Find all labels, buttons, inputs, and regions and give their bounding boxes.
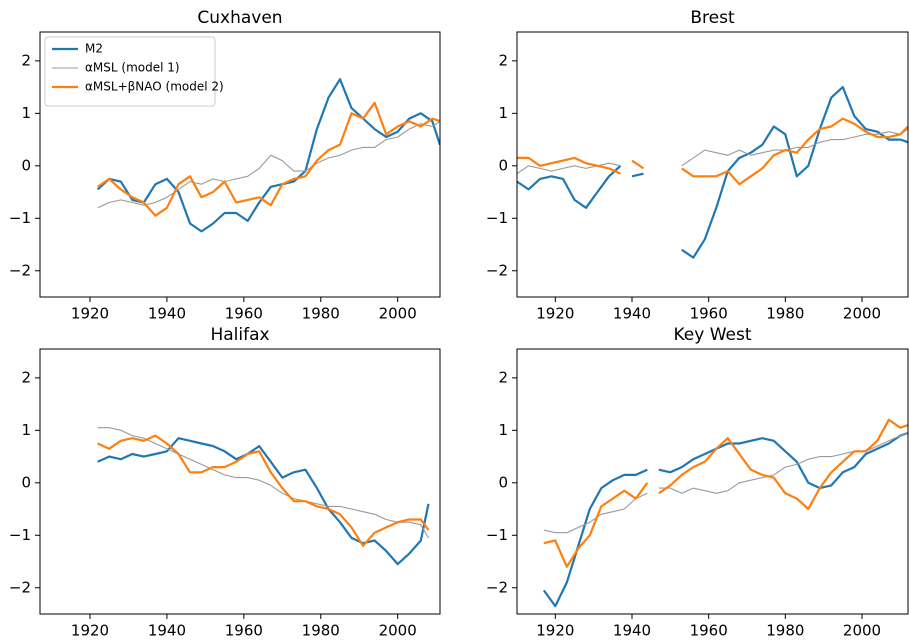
x-tick-label: 2000 [379, 305, 417, 323]
axes-frame [39, 348, 441, 615]
plot-area [97, 427, 430, 566]
panel: Brest 1920 1940 1960 1980 2000 −2 −1 0 1 2 [486, 8, 909, 323]
x-tick-label: 1960 [225, 305, 263, 323]
x-tick-label: 1920 [536, 305, 574, 323]
y-tick-label: 2 [498, 368, 508, 386]
y-tick-label: 0 [21, 156, 31, 174]
plot-area [517, 86, 908, 259]
y-tick-label: 0 [498, 156, 508, 174]
y-tick-label: −2 [9, 578, 31, 596]
series-line [543, 432, 908, 534]
panel-title: Halifax [210, 325, 269, 345]
axes-frame [39, 31, 441, 298]
series-line [96, 78, 440, 233]
panel-title: Brest [690, 8, 735, 28]
series-line [517, 117, 908, 186]
x-tick-label: 2000 [379, 622, 417, 640]
y-tick-label: −2 [9, 261, 31, 279]
panel: Halifax 1920 1940 1960 1980 2000 −2 −1 0 1 2 [9, 325, 441, 640]
y-tick-label: −1 [9, 526, 31, 544]
x-tick-label: 1960 [690, 305, 728, 323]
x-tick-label: 1980 [766, 305, 804, 323]
y-tick-label: 1 [498, 104, 508, 122]
plot-area [542, 418, 908, 608]
y-tick-label: −2 [486, 578, 508, 596]
y-tick-label: −1 [9, 209, 31, 227]
legend-label: M2 [85, 42, 103, 56]
x-tick-label: 1980 [302, 622, 340, 640]
series-line [97, 120, 440, 209]
panel: Key West 1920 1940 1960 1980 2000 −2 −1 0 1 2 [486, 325, 909, 640]
x-tick-label: 1940 [613, 622, 651, 640]
series-line [97, 101, 440, 217]
series-line [517, 86, 908, 259]
legend-label: αMSL (model 1) [85, 61, 180, 75]
y-tick-label: 1 [498, 421, 508, 439]
panel: Cuxhaven 1920 1940 1960 1980 2000 −2 −1 0 1 2 M2 αMS… [9, 8, 441, 323]
series-line [517, 128, 908, 175]
series-line [543, 418, 908, 568]
x-tick-label: 1920 [536, 622, 574, 640]
legend-box [44, 36, 216, 107]
y-tick-label: 1 [21, 104, 31, 122]
axes-frame [516, 31, 909, 298]
x-tick-label: 2000 [843, 622, 881, 640]
y-tick-label: 2 [21, 51, 31, 69]
panel-title: Key West [673, 325, 751, 345]
legend-label: αMSL+βNAO (model 2) [85, 80, 224, 94]
series-line [97, 437, 430, 566]
y-tick-label: 2 [498, 51, 508, 69]
x-tick-label: 1920 [71, 305, 109, 323]
x-tick-label: 1960 [690, 622, 728, 640]
y-tick-label: 2 [21, 368, 31, 386]
y-tick-label: −1 [486, 526, 508, 544]
y-tick-label: 0 [21, 473, 31, 491]
x-tick-label: 1980 [766, 622, 804, 640]
series-line [97, 427, 429, 539]
y-tick-label: 0 [498, 473, 508, 491]
series-line [97, 434, 430, 547]
x-tick-label: 1920 [71, 622, 109, 640]
x-tick-label: 1960 [225, 622, 263, 640]
x-tick-label: 1980 [302, 305, 340, 323]
x-tick-label: 1940 [613, 305, 651, 323]
y-tick-label: −2 [486, 261, 508, 279]
x-tick-label: 2000 [843, 305, 881, 323]
panel-title: Cuxhaven [197, 8, 282, 28]
axes-frame [516, 348, 909, 615]
series-line [542, 431, 908, 608]
x-tick-label: 1940 [148, 305, 186, 323]
y-tick-label: 1 [21, 421, 31, 439]
x-tick-label: 1940 [148, 622, 186, 640]
plot-area [96, 78, 440, 233]
legend: M2 αMSL (model 1) αMSL+βNAO (model 2) [44, 36, 224, 107]
y-tick-label: −1 [486, 209, 508, 227]
